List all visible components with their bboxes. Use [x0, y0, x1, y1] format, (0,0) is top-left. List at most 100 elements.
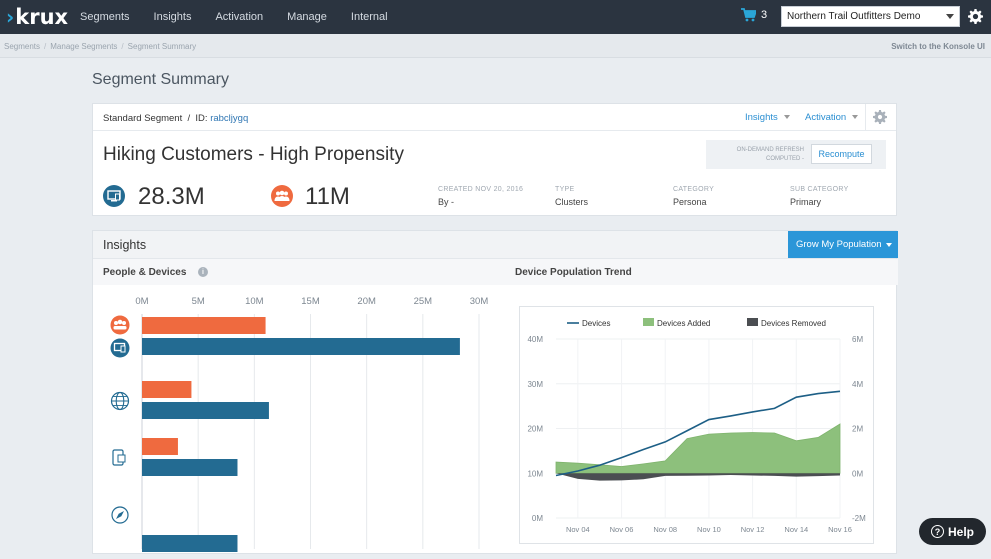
devices-icon [110, 338, 130, 358]
devices-line [555, 390, 841, 477]
grow-my-population-button[interactable]: Grow My Population [788, 231, 898, 258]
segment-type-label: Standard Segment / ID: [103, 113, 208, 124]
devices-bar [142, 338, 460, 355]
device-population-trend-chart: 0M 10M 20M 30M 40M -2M 0M 2M 4M 6M Nov 04 Nov 06 Nov… [527, 318, 866, 534]
segment-id: rabcljygq [210, 113, 249, 124]
type-label: TYPE [555, 186, 575, 193]
created-value: By - [438, 197, 455, 207]
logo-text: krux [15, 5, 69, 29]
devices-icon-bg [110, 338, 130, 358]
nav-insights[interactable]: Insights [153, 11, 192, 23]
compass-needle [116, 511, 124, 519]
breadcrumb-segments[interactable]: Segments [4, 42, 41, 51]
x-tick-label: 25M [414, 296, 433, 307]
people-icon-body [113, 326, 127, 330]
category-label: CATEGORY [673, 186, 715, 193]
breadcrumb-segment-summary: Segment Summary [127, 42, 197, 51]
left-axis-label: 30M [527, 380, 543, 389]
legend-added-swatch [643, 318, 654, 326]
globe-icon [110, 391, 130, 411]
legend-removed-swatch [747, 318, 758, 326]
nav-manage[interactable]: Manage [287, 11, 327, 23]
devices-count: 28.3M [138, 183, 205, 210]
right-axis-label: 2M [852, 425, 863, 434]
divider [865, 104, 866, 131]
top-navigation-bar: › krux Segments Insights Activation Manag… [0, 0, 991, 34]
main-nav: Segments Insights Activation Manage Inte… [74, 0, 400, 34]
chevron-down-icon [886, 243, 892, 247]
x-tick-label: Nov 06 [610, 525, 634, 534]
right-axis-label: -2M [852, 514, 866, 523]
people-bar [142, 317, 266, 334]
insights-title: Insights [103, 238, 147, 252]
x-tick-label: 15M [301, 296, 320, 307]
legend-devices-label: Devices [582, 319, 610, 328]
compass-outline [111, 506, 129, 524]
chevron-down-icon [852, 115, 859, 120]
left-axis-label: 0M [532, 514, 543, 523]
segment-type-id: Standard Segment / ID: rabcljygq [103, 113, 248, 124]
devices-bar [142, 535, 238, 552]
nav-activation[interactable]: Activation [215, 11, 264, 23]
segment-card-header: Standard Segment / ID: rabcljygq Insight… [93, 104, 896, 131]
right-axis-label: 4M [852, 380, 863, 389]
x-tick-label: Nov 14 [784, 525, 808, 534]
info-icon[interactable]: i [198, 267, 208, 277]
organization-select[interactable]: Northern Trail Outfitters Demo [781, 6, 960, 27]
devices-added-area [555, 423, 841, 474]
recompute-panel: ON-DEMAND REFRESH COMPUTED - Recompute [706, 140, 886, 169]
help-label: Help [947, 524, 974, 539]
x-tick-label: 10M [245, 296, 264, 307]
devices-icon [103, 185, 125, 207]
people-icon-bg [110, 315, 130, 335]
recompute-label-line-1: ON-DEMAND REFRESH [736, 147, 804, 153]
grow-button-label: Grow My Population [796, 239, 882, 250]
trend-chart-frame [519, 306, 874, 544]
nav-segments[interactable]: Segments [80, 11, 130, 23]
x-tick-label: Nov 10 [697, 525, 721, 534]
activation-menu[interactable]: Activation [805, 112, 859, 123]
mobile-icon [112, 449, 126, 466]
chevron-down-icon [946, 14, 954, 19]
breadcrumb: Segments / Manage Segments / Segment Summary [4, 42, 197, 51]
right-axis-label: 0M [852, 469, 863, 478]
cart-count: 3 [761, 9, 768, 21]
subcategory-value: Primary [790, 197, 821, 207]
nav-internal[interactable]: Internal [350, 11, 388, 23]
breadcrumb-manage-segments[interactable]: Manage Segments [50, 42, 118, 51]
legend-removed-label: Devices Removed [761, 319, 826, 328]
x-tick-label: Nov 12 [741, 525, 765, 534]
segment-summary-card: Standard Segment / ID: rabcljygq Insight… [92, 103, 897, 216]
category-value: Persona [673, 197, 707, 207]
segment-name: Hiking Customers - High Propensity [103, 144, 404, 165]
people-devices-title: People & Devices [103, 267, 187, 278]
left-axis-label: 40M [527, 335, 543, 344]
x-tick-label: 30M [470, 296, 489, 307]
recompute-button[interactable]: Recompute [811, 144, 872, 164]
x-tick-label: 0M [135, 296, 148, 307]
device-trend-title: Device Population Trend [515, 267, 632, 278]
insights-subheader: People & Devices i Device Population Tre… [93, 259, 898, 285]
cart-button[interactable]: 3 [741, 8, 767, 22]
people-icon [271, 185, 293, 207]
x-tick-label: Nov 04 [566, 525, 590, 534]
gear-icon[interactable] [968, 9, 983, 24]
created-label: CREATED NOV 20, 2016 [438, 186, 524, 193]
organization-select-value: Northern Trail Outfitters Demo [787, 11, 921, 22]
switch-ui-link[interactable]: Switch to the Konsole UI [891, 42, 985, 51]
help-button[interactable]: ? Help [919, 518, 986, 545]
left-axis-label: 20M [527, 425, 543, 434]
insights-menu[interactable]: Insights [745, 112, 790, 123]
page-title: Segment Summary [92, 71, 229, 88]
right-axis-label: 6M [852, 335, 863, 344]
krux-logo[interactable]: › krux [6, 5, 69, 29]
gear-icon[interactable] [873, 110, 887, 124]
devices-icon-phone [120, 345, 126, 353]
cart-icon [741, 8, 756, 22]
devices-bar [142, 402, 269, 419]
recompute-label: ON-DEMAND REFRESH COMPUTED - [726, 146, 804, 164]
question-icon: ? [930, 525, 944, 538]
x-tick-label: 20M [357, 296, 376, 307]
breadcrumb-bar: Segments / Manage Segments / Segment Summary… [0, 34, 991, 58]
people-bar [142, 381, 192, 398]
